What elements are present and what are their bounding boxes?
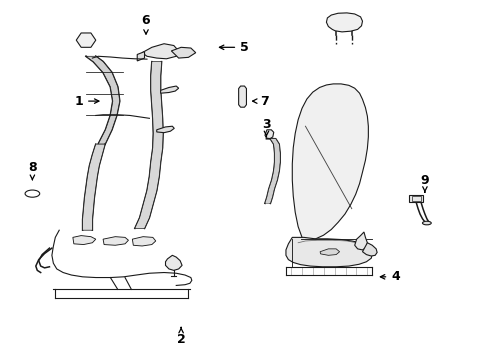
Polygon shape [285,237,371,267]
Polygon shape [264,130,273,139]
Polygon shape [132,237,156,246]
Polygon shape [157,126,174,133]
Polygon shape [86,56,120,144]
Text: 6: 6 [142,14,150,34]
Text: 3: 3 [262,118,270,136]
Text: 5: 5 [219,41,248,54]
Polygon shape [142,44,178,59]
Polygon shape [354,232,366,250]
Text: 7: 7 [252,95,268,108]
Polygon shape [238,86,246,107]
Text: 9: 9 [420,174,428,192]
Polygon shape [160,86,178,93]
Polygon shape [171,47,195,58]
Ellipse shape [422,221,430,225]
Polygon shape [76,33,96,47]
Text: 2: 2 [176,328,185,346]
Polygon shape [137,51,144,61]
Bar [411,197,420,201]
Polygon shape [135,62,163,228]
Text: 8: 8 [28,161,37,180]
Bar [408,195,422,202]
Polygon shape [103,237,128,245]
Text: 1: 1 [74,95,99,108]
Polygon shape [82,144,105,230]
Polygon shape [73,235,96,244]
Polygon shape [326,13,362,32]
Polygon shape [320,249,339,255]
Polygon shape [292,84,367,240]
Text: 4: 4 [380,270,399,283]
Polygon shape [362,243,376,256]
Polygon shape [264,139,280,203]
Polygon shape [165,255,182,270]
